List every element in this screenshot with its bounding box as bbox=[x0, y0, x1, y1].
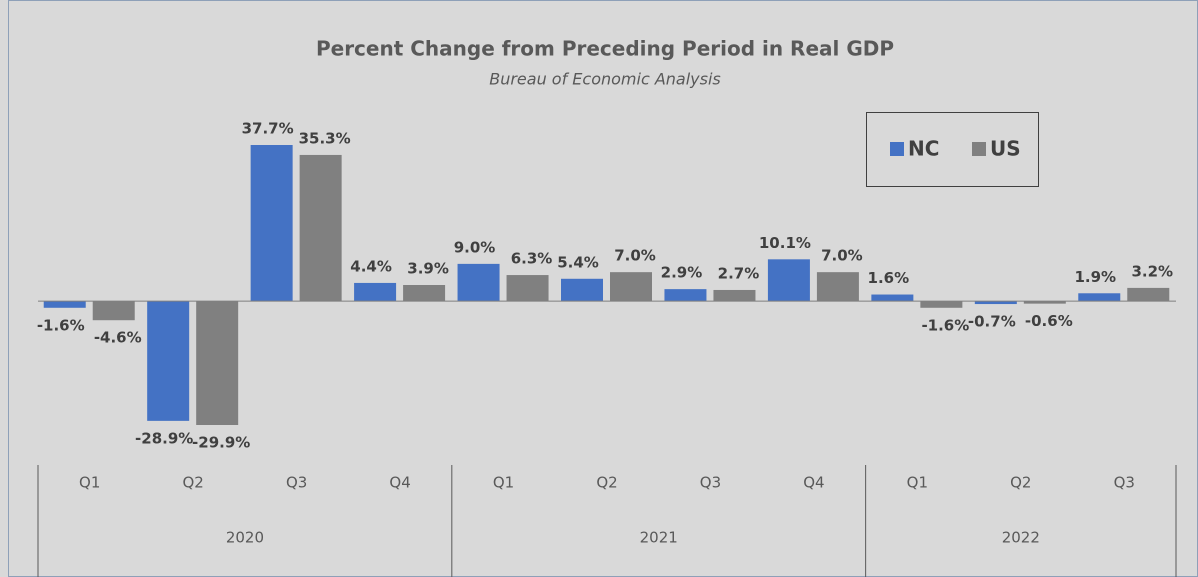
bar bbox=[1023, 301, 1066, 304]
legend-swatch bbox=[890, 142, 904, 156]
bar bbox=[147, 301, 190, 421]
data-label: -4.6% bbox=[94, 329, 142, 347]
data-label: 35.3% bbox=[299, 129, 351, 147]
x-tick-label: Q2 bbox=[183, 474, 204, 492]
bar bbox=[767, 259, 810, 302]
x-tick-label: Q2 bbox=[1010, 474, 1031, 492]
bar bbox=[92, 301, 135, 321]
data-label: 2.7% bbox=[718, 264, 760, 282]
bar bbox=[664, 289, 707, 302]
x-tick-label: Q1 bbox=[907, 474, 928, 492]
data-label: -1.6% bbox=[921, 316, 969, 334]
data-label: 1.6% bbox=[868, 269, 910, 287]
data-label: 1.9% bbox=[1074, 268, 1116, 286]
x-tick-label: Q1 bbox=[79, 474, 100, 492]
x-tick-label: Q2 bbox=[596, 474, 617, 492]
bar bbox=[403, 285, 446, 302]
group-label: 2020 bbox=[226, 529, 264, 547]
x-tick-label: Q4 bbox=[803, 474, 824, 492]
chart-title: Percent Change from Preceding Period in … bbox=[316, 37, 894, 61]
data-label: 2.9% bbox=[661, 264, 703, 282]
legend-swatch bbox=[972, 142, 986, 156]
data-label: 6.3% bbox=[511, 250, 553, 268]
group-label: 2021 bbox=[640, 529, 678, 547]
group-label: 2022 bbox=[1002, 529, 1040, 547]
data-label: -1.6% bbox=[37, 316, 85, 334]
legend-label: NC bbox=[908, 137, 939, 161]
x-tick-label: Q1 bbox=[493, 474, 514, 492]
bar bbox=[713, 289, 756, 302]
data-label: 4.4% bbox=[350, 257, 392, 275]
data-label: 37.7% bbox=[242, 120, 294, 138]
bar bbox=[299, 154, 342, 302]
data-label: 9.0% bbox=[454, 238, 496, 256]
data-label: 7.0% bbox=[614, 247, 656, 265]
data-label: 3.2% bbox=[1131, 262, 1173, 280]
data-label: 7.0% bbox=[821, 247, 863, 265]
data-label: -28.9% bbox=[135, 429, 193, 447]
bar bbox=[1078, 293, 1121, 302]
legend-label: US bbox=[990, 137, 1021, 161]
chart-subtitle: Bureau of Economic Analysis bbox=[489, 70, 721, 89]
bar bbox=[871, 294, 914, 302]
bar bbox=[610, 272, 652, 302]
data-label: -0.7% bbox=[968, 313, 1016, 331]
x-tick-label: Q3 bbox=[286, 474, 307, 492]
bar bbox=[43, 301, 86, 308]
data-label: 3.9% bbox=[407, 260, 449, 278]
bar bbox=[457, 263, 500, 302]
bar bbox=[196, 301, 239, 425]
data-label: -29.9% bbox=[192, 434, 250, 452]
bar bbox=[354, 282, 397, 302]
x-tick-label: Q3 bbox=[700, 474, 721, 492]
data-label: -0.6% bbox=[1025, 312, 1073, 330]
x-tick-label: Q3 bbox=[1114, 474, 1135, 492]
bar bbox=[920, 301, 963, 308]
bar bbox=[1127, 287, 1170, 302]
bar bbox=[974, 301, 1017, 305]
bar bbox=[506, 275, 549, 302]
bar bbox=[561, 278, 603, 302]
bar bbox=[250, 145, 293, 302]
legend-box bbox=[866, 112, 1039, 187]
bar bbox=[816, 272, 859, 302]
x-tick-label: Q4 bbox=[389, 474, 410, 492]
data-label: 10.1% bbox=[759, 234, 811, 252]
data-label: 5.4% bbox=[557, 253, 599, 271]
